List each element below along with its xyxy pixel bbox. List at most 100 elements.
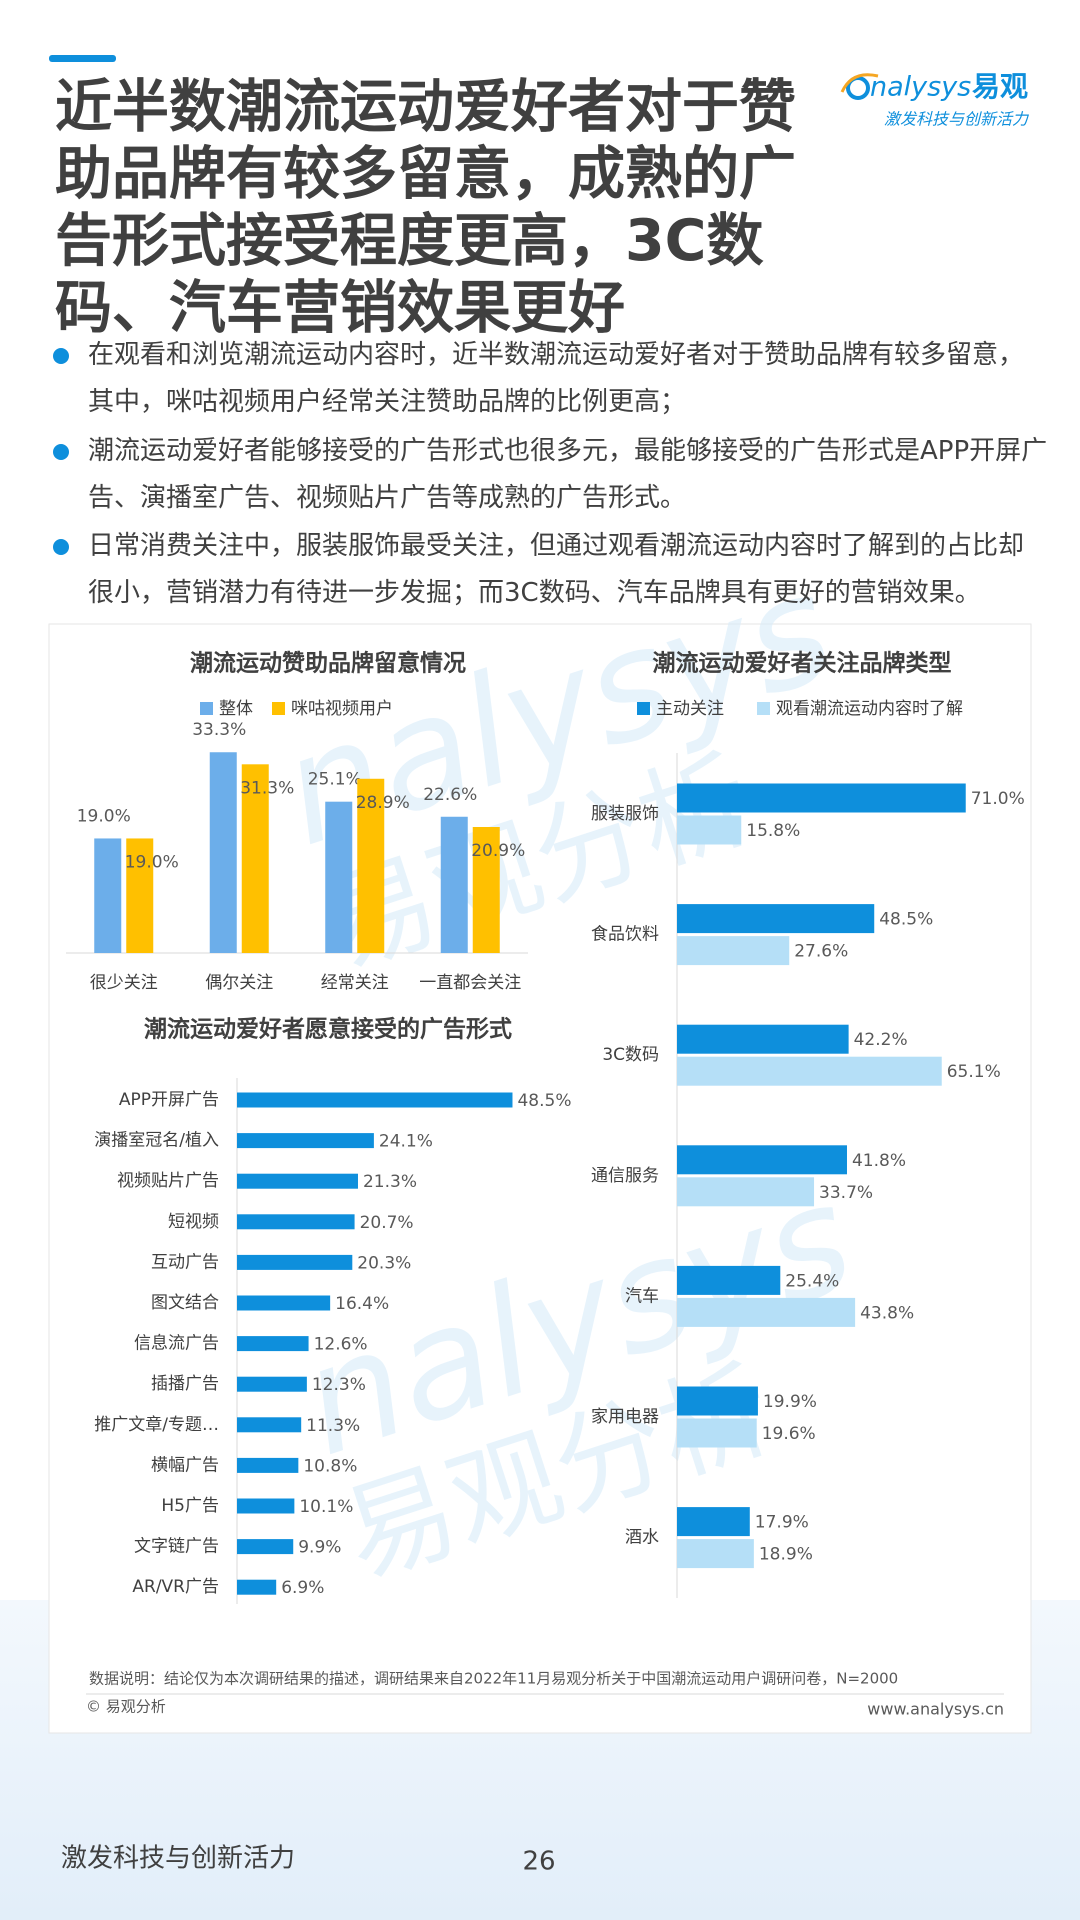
logo-name: nalysys bbox=[870, 72, 971, 103]
value-label: 33.7% bbox=[819, 1183, 873, 1203]
value-label: 6.9% bbox=[281, 1578, 324, 1598]
bar bbox=[677, 1177, 815, 1207]
legend-swatch bbox=[757, 702, 770, 715]
value-label: 9.9% bbox=[298, 1538, 341, 1558]
bar bbox=[237, 1376, 307, 1392]
value-label: 25.1% bbox=[308, 770, 362, 790]
bar bbox=[677, 815, 742, 845]
y-tick-label: 互动广告 bbox=[151, 1252, 219, 1272]
y-tick-label: 信息流广告 bbox=[134, 1334, 219, 1354]
y-tick-label: H5广告 bbox=[161, 1496, 219, 1516]
value-label: 24.1% bbox=[379, 1132, 433, 1152]
x-tick-label: 很少关注 bbox=[90, 973, 158, 993]
bar bbox=[209, 752, 237, 953]
bar bbox=[472, 827, 500, 953]
x-tick-label: 经常关注 bbox=[321, 973, 389, 993]
bullet-text: 在观看和浏览潮流运动内容时，近半数潮流运动爱好者对于赞助品牌有较多留意，其中，咪… bbox=[88, 340, 1025, 417]
y-tick-label: 横幅广告 bbox=[151, 1455, 219, 1475]
bar bbox=[237, 1133, 374, 1149]
value-label: 19.6% bbox=[762, 1424, 816, 1444]
value-label: 20.3% bbox=[357, 1253, 411, 1273]
value-label: 43.8% bbox=[860, 1303, 914, 1323]
y-tick-label: 文字链广告 bbox=[134, 1537, 219, 1557]
y-tick-label: 汽车 bbox=[625, 1286, 659, 1306]
chart-title: 潮流运动爱好者关注品牌类型 bbox=[653, 650, 952, 677]
y-tick-label: AR/VR广告 bbox=[132, 1577, 219, 1597]
value-label: 16.4% bbox=[335, 1294, 389, 1314]
y-tick-label: 短视频 bbox=[168, 1212, 219, 1232]
value-label: 33.3% bbox=[192, 720, 246, 740]
x-tick-label: 一直都会关注 bbox=[419, 973, 521, 993]
value-label: 17.9% bbox=[755, 1513, 809, 1533]
footnote: 数据说明：结论仅为本次调研结果的描述，调研结果来自2022年11月易观分析关于中… bbox=[89, 1670, 898, 1688]
bar bbox=[677, 936, 790, 966]
legend-swatch bbox=[272, 702, 285, 715]
footer-slogan: 激发科技与创新活力 bbox=[61, 1844, 295, 1874]
copyright: © 易观分析 bbox=[86, 1698, 166, 1716]
bar bbox=[237, 1417, 302, 1433]
bar bbox=[237, 1457, 299, 1473]
y-tick-label: 酒水 bbox=[625, 1528, 659, 1548]
legend-label: 咪咕视频用户 bbox=[291, 699, 393, 719]
legend-label: 观看潮流运动内容时了解 bbox=[776, 699, 963, 719]
bullet-dot bbox=[53, 539, 69, 555]
value-label: 19.0% bbox=[125, 852, 179, 872]
bar bbox=[677, 1297, 856, 1327]
accent-bar bbox=[49, 55, 116, 62]
website: www.analysys.cn bbox=[867, 1700, 1004, 1719]
value-label: 12.3% bbox=[312, 1375, 366, 1395]
bar bbox=[677, 1056, 942, 1086]
bar bbox=[94, 838, 122, 953]
bar bbox=[677, 1265, 781, 1295]
logo-swoosh bbox=[840, 73, 879, 93]
bar bbox=[677, 783, 966, 813]
value-label: 15.8% bbox=[746, 821, 800, 841]
page-number: 26 bbox=[522, 1847, 555, 1877]
y-tick-label: 通信服务 bbox=[591, 1166, 659, 1186]
bar bbox=[677, 1386, 758, 1416]
value-label: 22.6% bbox=[423, 785, 477, 805]
value-label: 42.2% bbox=[854, 1030, 908, 1050]
bar bbox=[677, 1418, 757, 1448]
value-label: 10.1% bbox=[299, 1497, 353, 1517]
y-tick-label: 视频贴片广告 bbox=[117, 1171, 219, 1191]
bar bbox=[237, 1295, 331, 1311]
bar bbox=[325, 801, 353, 953]
bar bbox=[677, 1539, 754, 1569]
legend-label: 整体 bbox=[219, 699, 253, 719]
chart-title: 潮流运动赞助品牌留意情况 bbox=[190, 650, 466, 677]
bar bbox=[237, 1254, 353, 1270]
bar bbox=[237, 1214, 355, 1230]
y-tick-label: 服装服饰 bbox=[591, 804, 659, 824]
y-tick-label: APP开屏广告 bbox=[119, 1090, 219, 1110]
value-label: 71.0% bbox=[971, 789, 1025, 809]
value-label: 21.3% bbox=[363, 1172, 417, 1192]
value-label: 25.4% bbox=[785, 1271, 839, 1291]
bullet-dot bbox=[53, 444, 69, 460]
value-label: 10.8% bbox=[303, 1456, 357, 1476]
value-label: 11.3% bbox=[306, 1416, 360, 1436]
value-label: 48.5% bbox=[517, 1091, 571, 1111]
legend-swatch bbox=[200, 702, 213, 715]
y-tick-label: 插播广告 bbox=[151, 1374, 219, 1394]
bar bbox=[237, 1173, 358, 1189]
bar bbox=[237, 1092, 513, 1108]
logo-slogan: 激发科技与创新活力 bbox=[884, 110, 1030, 129]
value-label: 48.5% bbox=[879, 910, 933, 930]
bar bbox=[677, 1145, 847, 1175]
y-tick-label: 图文结合 bbox=[151, 1293, 219, 1313]
bar bbox=[677, 1024, 849, 1054]
y-tick-label: 家用电器 bbox=[591, 1407, 659, 1427]
value-label: 19.9% bbox=[763, 1392, 817, 1412]
value-label: 18.9% bbox=[759, 1545, 813, 1565]
bullet-text: 潮流运动爱好者能够接受的广告形式也很多元，最能够接受的广告形式是APP开屏广告、… bbox=[88, 436, 1048, 513]
bar bbox=[237, 1498, 295, 1514]
bar bbox=[237, 1579, 277, 1595]
logo-mark bbox=[846, 76, 870, 100]
y-tick-label: 3C数码 bbox=[602, 1045, 659, 1065]
bar bbox=[241, 764, 269, 953]
y-tick-label: 推广文章/专题… bbox=[94, 1415, 219, 1435]
value-label: 65.1% bbox=[947, 1062, 1001, 1082]
